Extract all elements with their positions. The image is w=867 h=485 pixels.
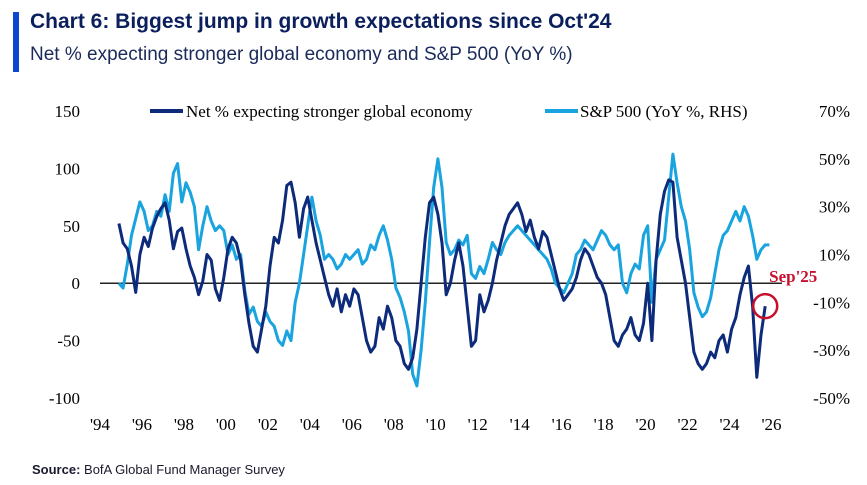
left-axis-ticks: -100 -50 0 50 100 150: [49, 102, 80, 408]
x-tick-label: '10: [426, 415, 446, 434]
x-axis-ticks: '94 '96 '98 '00 '02 '04 '06 '08 '10 '12 '14 '16 '18 '…: [90, 415, 782, 434]
left-tick-label: -100: [49, 389, 80, 408]
chart-subtitle: Net % expecting stronger global economy …: [30, 44, 573, 65]
legend-label-net: Net % expecting stronger global economy: [186, 102, 473, 121]
x-tick-label: '18: [594, 415, 614, 434]
x-tick-label: '02: [258, 415, 278, 434]
title-accent-bar: [13, 12, 19, 72]
x-tick-label: '26: [761, 415, 781, 434]
source-text: BofA Global Fund Manager Survey: [84, 462, 285, 477]
series-net-economy-line: [117, 178, 767, 379]
source-label: Source:: [32, 462, 81, 477]
x-tick-label: '22: [678, 415, 698, 434]
x-tick-label: '04: [300, 415, 321, 434]
chart-title: Chart 6: Biggest jump in growth expectat…: [30, 10, 612, 33]
right-tick-label: -10%: [813, 293, 850, 312]
left-tick-label: 0: [72, 274, 81, 293]
source-note: Source: BofA Global Fund Manager Survey: [32, 462, 285, 477]
x-tick-label: '20: [636, 415, 656, 434]
left-tick-label: -50: [57, 332, 80, 351]
right-tick-label: 50%: [819, 150, 850, 169]
right-tick-label: 70%: [819, 102, 850, 121]
x-tick-label: '24: [719, 415, 740, 434]
left-tick-label: 50: [63, 217, 80, 236]
right-tick-label: 30%: [819, 198, 850, 217]
x-tick-label: '12: [468, 415, 488, 434]
left-tick-label: 100: [55, 159, 81, 178]
x-tick-label: '00: [216, 415, 236, 434]
right-axis-ticks: -50% -30% -10% 10% 30% 50% 70%: [813, 102, 850, 408]
x-tick-label: '14: [510, 415, 531, 434]
legend: Net % expecting stronger global economy …: [150, 102, 748, 121]
x-tick-label: '16: [552, 415, 572, 434]
x-tick-label: '96: [132, 415, 152, 434]
x-tick-label: '94: [90, 415, 111, 434]
left-tick-label: 150: [55, 102, 81, 121]
right-tick-label: 10%: [819, 246, 850, 265]
annotation-circle: [751, 292, 779, 320]
line-chart: Net % expecting stronger global economy …: [49, 102, 850, 434]
sep25-annotation: Sep'25: [751, 267, 817, 320]
net-economy-path: [117, 178, 767, 379]
annotation-label: Sep'25: [769, 267, 817, 286]
x-tick-label: '08: [384, 415, 404, 434]
x-tick-label: '98: [174, 415, 194, 434]
legend-label-spx: S&P 500 (YoY %, RHS): [580, 102, 748, 121]
right-tick-label: -50%: [813, 389, 850, 408]
x-tick-label: '06: [342, 415, 362, 434]
right-tick-label: -30%: [813, 341, 850, 360]
